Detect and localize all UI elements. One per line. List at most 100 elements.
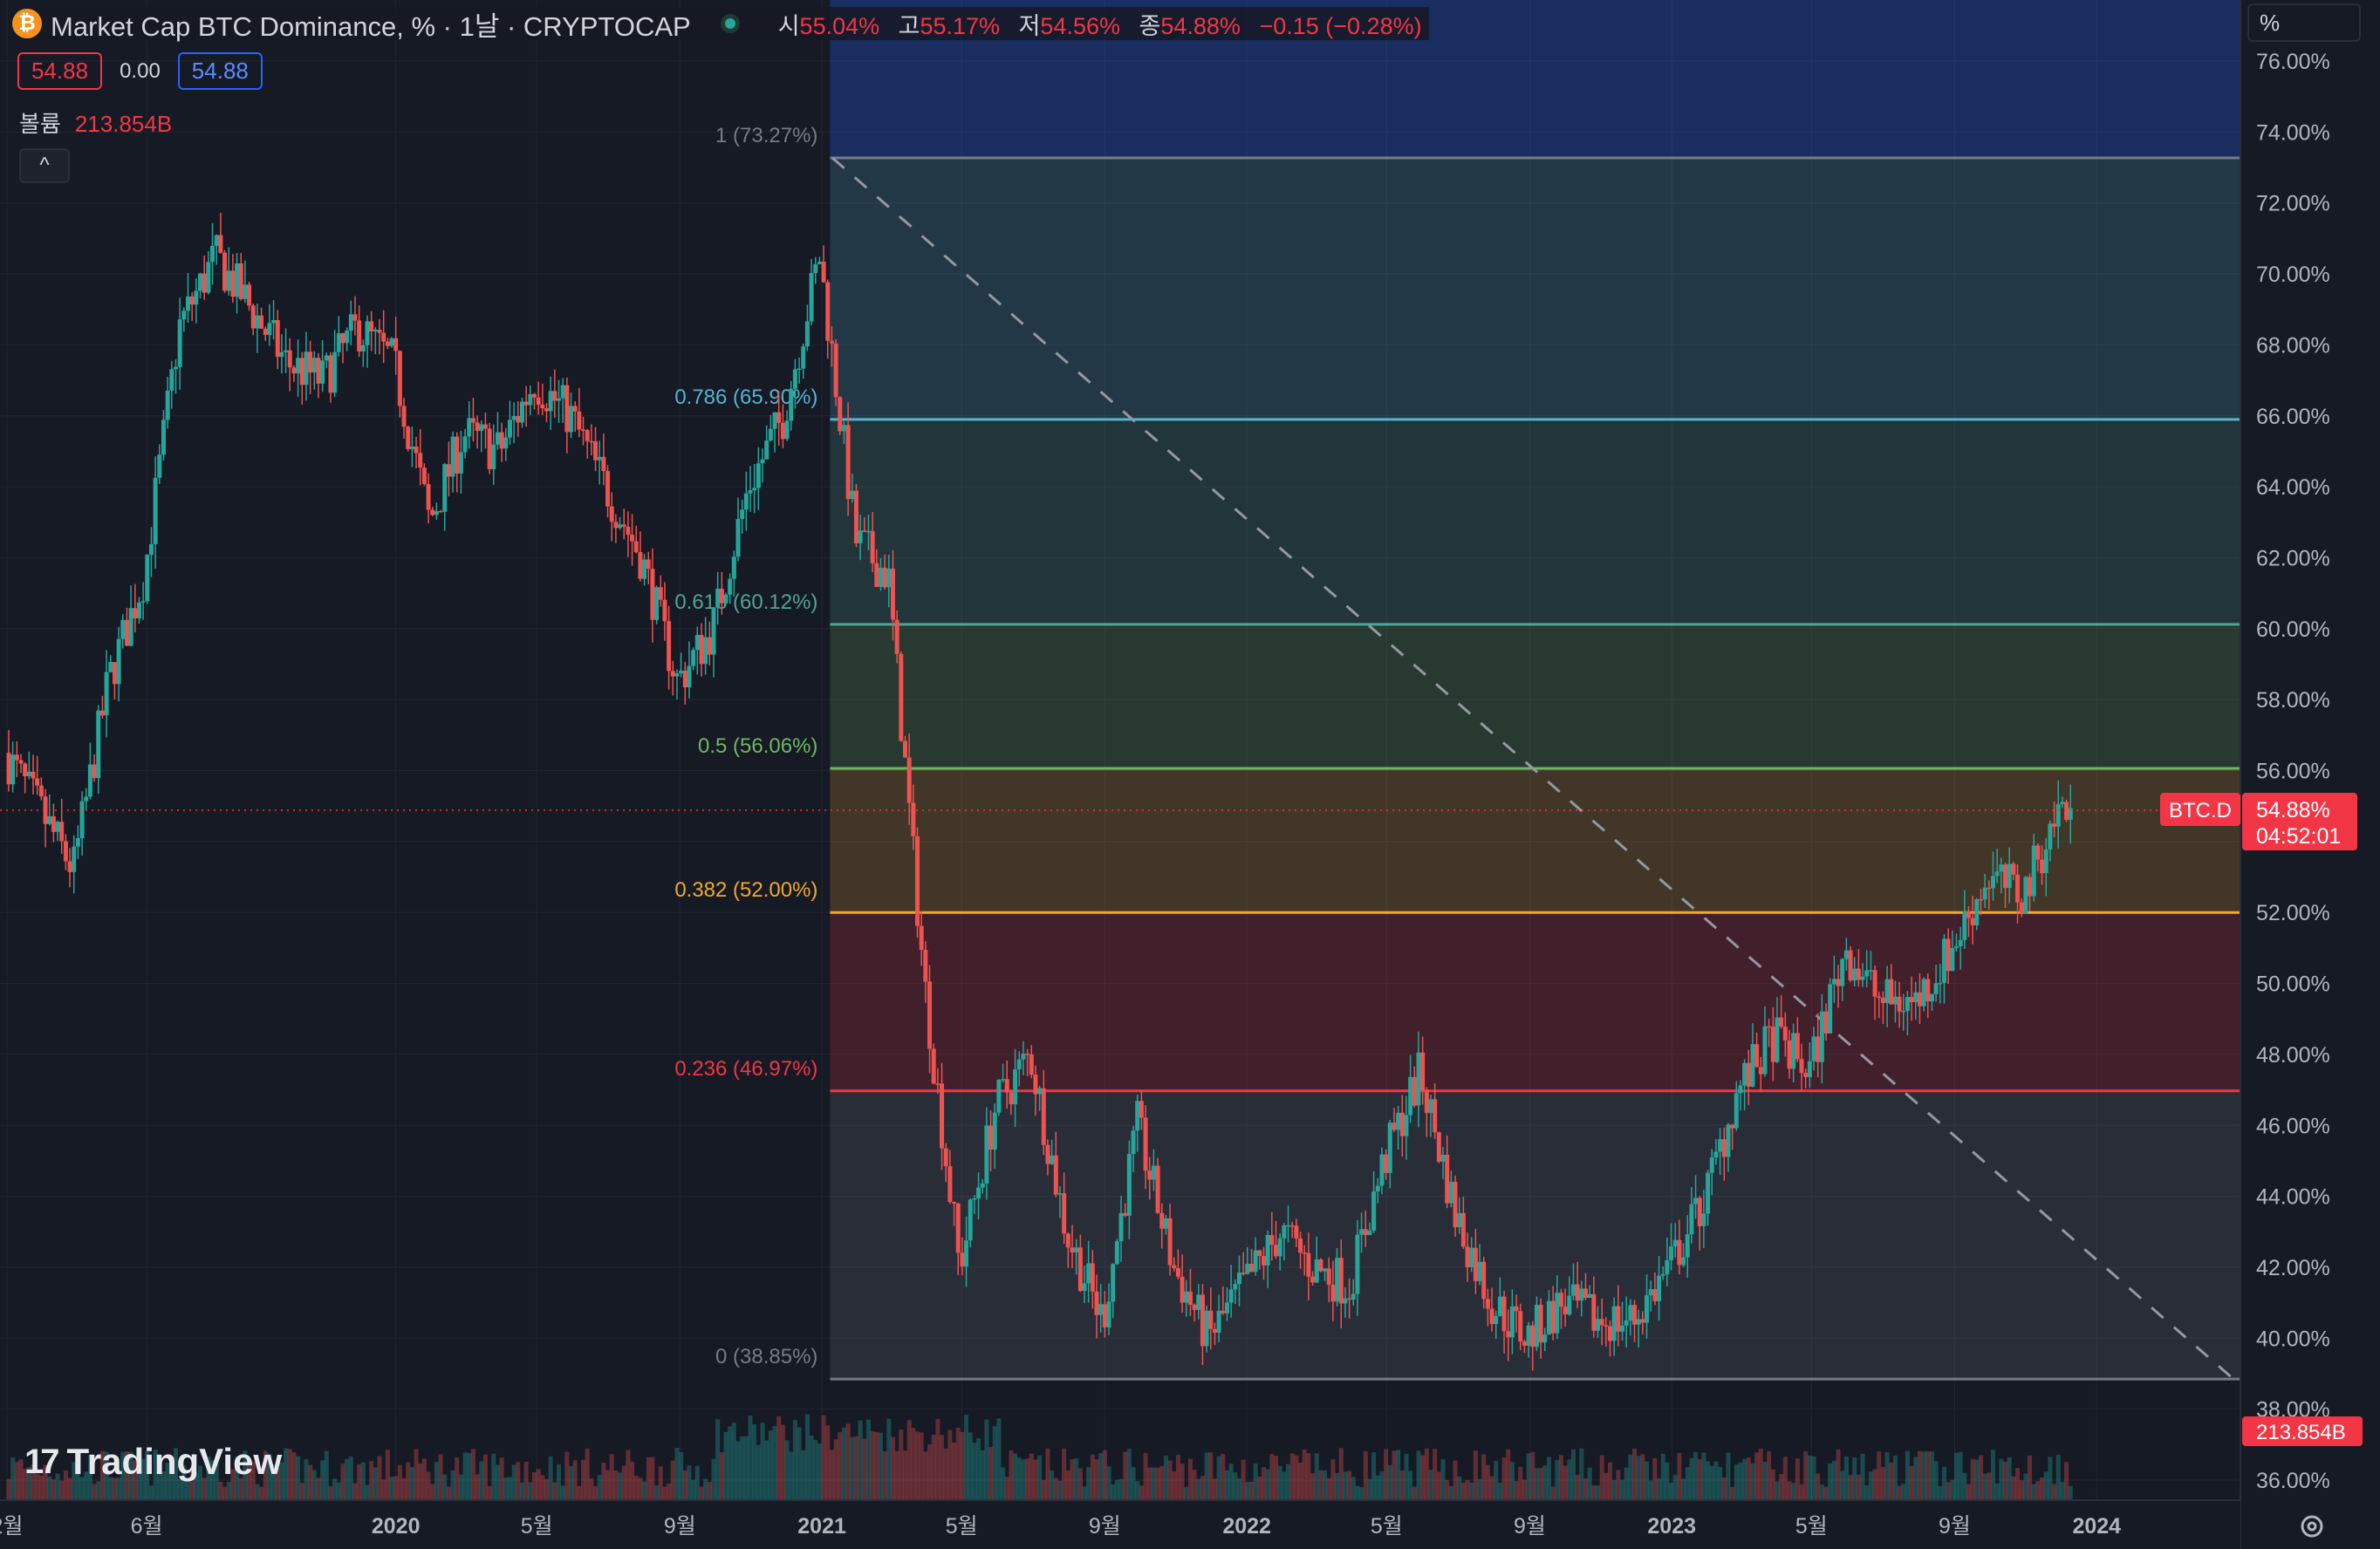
buy-price-button[interactable]: 54.88	[177, 52, 263, 90]
volume-bar	[850, 1436, 855, 1500]
candle-body	[585, 430, 590, 441]
volume-bar	[1966, 1484, 1971, 1500]
volume-bar	[1131, 1466, 1136, 1500]
candle-body	[1335, 1258, 1340, 1302]
candle-body	[703, 637, 708, 665]
candle-body	[1567, 1295, 1572, 1315]
volume-bar	[1343, 1471, 1348, 1500]
volume-bar	[67, 1477, 72, 1500]
candle-body	[385, 341, 390, 346]
candle-body	[768, 428, 773, 441]
candle-body	[984, 1125, 989, 1184]
candle-body	[92, 764, 97, 779]
volume-bar	[373, 1467, 378, 1500]
gear-icon[interactable]	[2295, 1509, 2329, 1544]
volume-bar	[59, 1480, 65, 1500]
fibonacci-retracement[interactable]: 1 (73.27%) 0.786 (65.90%) 0.618 (60.12%) 0.…	[674, 0, 2240, 1381]
candle-body	[1950, 947, 1955, 972]
candle-body	[2055, 803, 2061, 827]
candle-body	[707, 637, 712, 655]
candle-body	[536, 397, 541, 405]
volume-bar	[304, 1458, 309, 1500]
candle-body	[1408, 1076, 1413, 1116]
volume-bar	[1917, 1450, 1922, 1500]
volume-bar	[1669, 1483, 1674, 1500]
candle-body	[662, 599, 667, 622]
symbol-legend[interactable]: ₿ Market Cap BTC Dominance, % · 1날 · CRY…	[12, 7, 1429, 42]
candle-body	[1355, 1234, 1360, 1294]
volume-bar	[968, 1432, 973, 1500]
volume-bar	[434, 1462, 439, 1500]
volume-bar	[1102, 1450, 1107, 1500]
tradingview-logo[interactable]: 17 TradingView	[24, 1441, 282, 1483]
volume-bar	[523, 1462, 529, 1500]
time-tick-label: 5월	[1795, 1514, 1828, 1539]
volume-bar	[1053, 1477, 1058, 1500]
candle-body	[1941, 938, 1946, 983]
volume-bar	[1816, 1473, 1821, 1500]
price-tick-label: 76.00%	[2256, 50, 2330, 74]
candle-body	[1481, 1261, 1487, 1300]
candle-body	[1925, 979, 1931, 1002]
candle-body	[99, 710, 105, 716]
candle-body	[1436, 1132, 1441, 1162]
candle-body	[523, 401, 529, 406]
candle-body	[133, 608, 138, 619]
volume-bar	[1843, 1457, 1849, 1500]
volume-bar	[401, 1477, 407, 1500]
candle-body	[1775, 1017, 1780, 1062]
candle-body	[679, 670, 684, 674]
volume-bar	[585, 1448, 590, 1500]
volume-bar	[1791, 1483, 1796, 1500]
volume-bar	[752, 1423, 757, 1500]
volume-bar	[1013, 1453, 1018, 1500]
volume-bar	[679, 1451, 684, 1500]
candle-body	[1062, 1193, 1067, 1234]
candle-body	[1632, 1305, 1638, 1325]
volume-bar	[87, 1455, 92, 1500]
volume-bar	[719, 1451, 724, 1500]
volume-bar	[1147, 1467, 1152, 1500]
candle-body	[479, 424, 484, 432]
volume-bar	[462, 1452, 468, 1500]
candle-body	[1657, 1275, 1662, 1301]
volume-bar	[1172, 1471, 1177, 1500]
volume-bar	[1628, 1454, 1633, 1500]
volume-bar	[2064, 1462, 2069, 1500]
volume-bar	[1953, 1452, 1959, 1500]
candle-body	[1799, 1059, 1804, 1074]
volume-bar	[780, 1424, 785, 1500]
candle-body	[531, 393, 537, 398]
candle-body	[638, 552, 643, 579]
candle-body	[218, 235, 223, 253]
volume-bar	[1457, 1476, 1462, 1500]
volume-bar	[804, 1414, 810, 1500]
price-scale-unit-button[interactable]: %	[2247, 3, 2361, 42]
price-axis-panel	[2240, 0, 2380, 1549]
symbol-title[interactable]: Market Cap BTC Dominance, % · 1날 · CRYPT…	[51, 10, 691, 42]
sell-price-button[interactable]: 54.88	[17, 52, 103, 90]
volume-bar	[279, 1462, 284, 1500]
candle-body	[838, 397, 843, 432]
candle-body	[630, 535, 635, 542]
candle-body	[1009, 1092, 1014, 1105]
collapse-legend-button[interactable]: ^	[19, 148, 70, 183]
candle-body	[1143, 1117, 1148, 1171]
fib-zone	[830, 912, 2240, 1091]
candle-body	[1693, 1198, 1699, 1204]
volume-bar	[833, 1439, 838, 1500]
candle-body	[760, 459, 765, 464]
volume-legend[interactable]: 볼륨 213.854B	[19, 106, 172, 139]
volume-bar	[674, 1448, 680, 1500]
volume-bar	[1685, 1466, 1690, 1500]
price-tick-label: 40.00%	[2256, 1327, 2330, 1351]
market-status-icon[interactable]	[720, 14, 740, 33]
candle-body	[1412, 1076, 1417, 1106]
volume-bar	[72, 1462, 77, 1500]
candle-body	[1640, 1319, 1645, 1323]
volume-bar	[809, 1436, 814, 1500]
candle-body	[348, 314, 353, 331]
price-tick-label: 60.00%	[2256, 618, 2330, 642]
